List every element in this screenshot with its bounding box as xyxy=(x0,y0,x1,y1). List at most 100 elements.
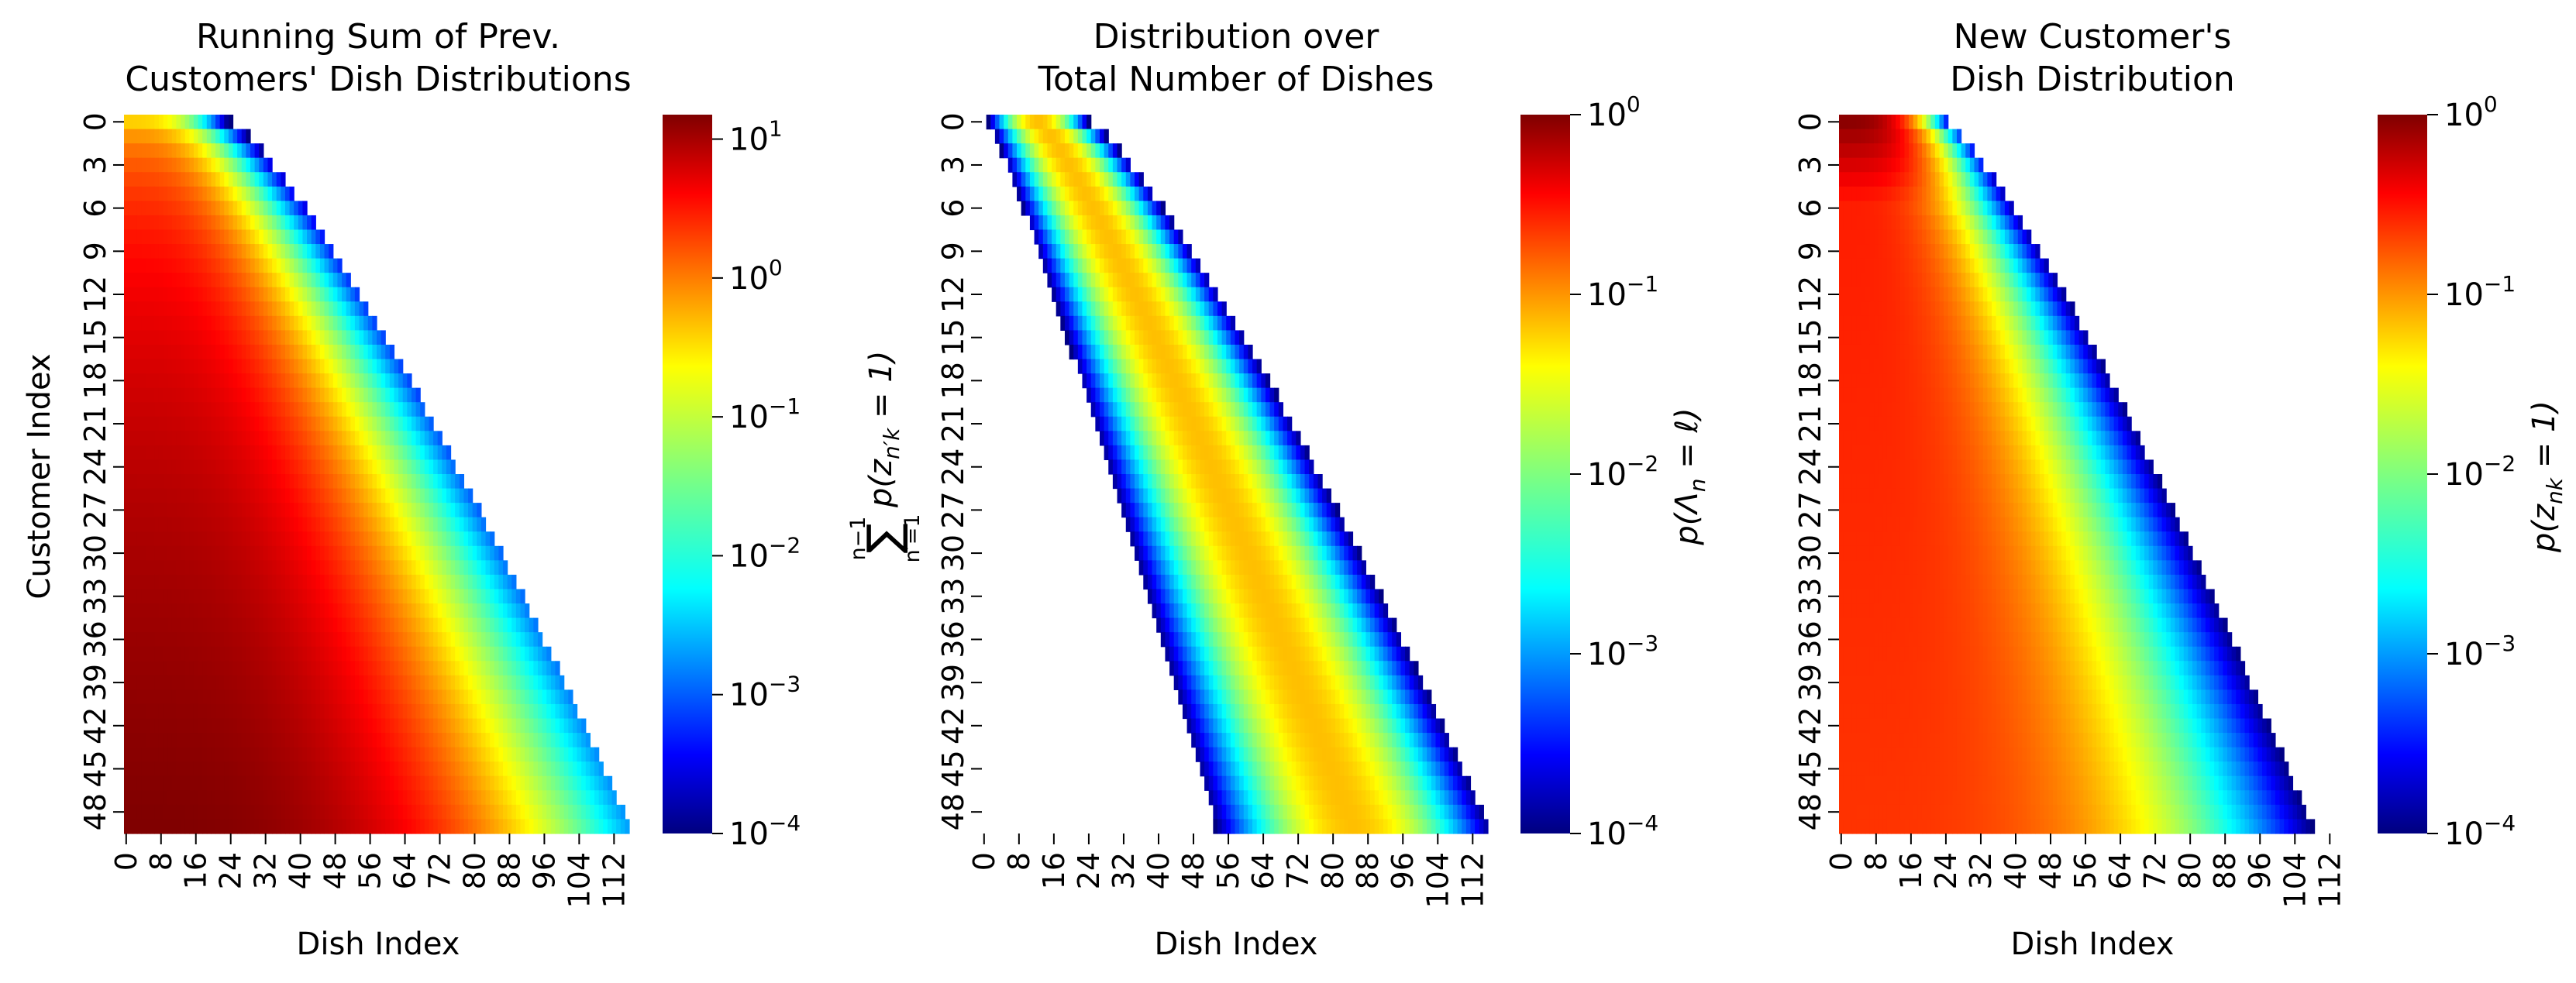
heatmap-cell xyxy=(377,804,382,820)
heatmap-cell xyxy=(150,790,155,806)
heatmap-cell xyxy=(246,201,251,216)
heatmap-cell xyxy=(398,603,404,619)
heatmap-cell xyxy=(184,229,190,245)
heatmap-cell xyxy=(136,718,143,734)
heatmap-cell xyxy=(167,143,173,159)
heatmap-cell xyxy=(189,661,195,676)
heatmap-cell xyxy=(267,617,273,633)
heatmap-cell xyxy=(163,560,168,576)
heatmap-cell xyxy=(294,531,299,547)
heatmap-cell xyxy=(563,761,569,777)
heatmap-cell xyxy=(307,574,312,590)
heatmap-cell xyxy=(394,474,399,490)
heatmap-cell xyxy=(259,244,264,259)
heatmap-cell xyxy=(198,143,203,159)
heatmap-cell xyxy=(259,761,264,777)
heatmap-cell xyxy=(215,747,221,762)
heatmap-cell xyxy=(1230,431,1236,446)
heatmap-cell xyxy=(1147,258,1153,273)
heatmap-cell xyxy=(463,819,469,834)
heatmap-cell xyxy=(154,661,160,676)
heatmap-cell xyxy=(124,531,129,547)
heatmap-cell xyxy=(141,488,146,504)
heatmap-cell xyxy=(381,761,386,777)
heatmap-cell xyxy=(133,718,138,734)
heatmap-cell xyxy=(424,733,430,748)
heatmap-cell xyxy=(224,373,229,389)
heatmap-cell xyxy=(241,603,246,619)
heatmap-cell xyxy=(311,574,316,590)
heatmap-cell xyxy=(402,775,408,791)
heatmap-cell xyxy=(181,718,186,734)
heatmap-cell xyxy=(324,344,329,360)
heatmap-cell xyxy=(367,517,373,532)
heatmap-cell xyxy=(367,545,373,561)
heatmap-cell xyxy=(211,416,216,431)
heatmap-cell xyxy=(437,459,443,475)
heatmap-cell xyxy=(215,287,221,302)
heatmap-cell xyxy=(494,617,499,633)
heatmap-cell xyxy=(332,790,339,806)
heatmap-cell xyxy=(498,675,504,690)
heatmap-cell xyxy=(402,790,408,806)
heatmap-cell xyxy=(1291,503,1297,518)
heatmap-cell xyxy=(272,359,277,374)
heatmap-cell xyxy=(289,574,294,590)
panel-1-y-axis-label: Customer Index xyxy=(22,353,57,599)
heatmap-cell xyxy=(176,301,181,317)
heatmap-cell xyxy=(224,416,229,431)
heatmap-cell xyxy=(289,675,294,690)
heatmap-cell xyxy=(141,186,146,201)
heatmap-cell xyxy=(1204,517,1210,532)
heatmap-cell xyxy=(211,387,216,403)
heatmap-cell xyxy=(507,574,512,590)
heatmap-cell xyxy=(485,790,491,806)
heatmap-cell xyxy=(272,287,277,302)
heatmap-cell xyxy=(394,790,399,806)
heatmap-cell xyxy=(136,344,143,360)
heatmap-cell xyxy=(337,775,343,791)
heatmap-cell xyxy=(420,747,425,762)
heatmap-cell xyxy=(1296,445,1301,461)
heatmap-cell xyxy=(289,301,294,317)
heatmap-cell xyxy=(520,733,525,748)
heatmap-cell xyxy=(359,517,364,532)
heatmap-cell xyxy=(241,747,246,762)
heatmap-cell xyxy=(385,560,391,576)
heatmap-cell xyxy=(1135,258,1140,273)
heatmap-cell xyxy=(311,258,316,273)
heatmap-cell xyxy=(1017,172,1022,187)
heatmap-cell xyxy=(171,675,177,690)
heatmap-cell xyxy=(346,287,351,302)
heatmap-cell xyxy=(1138,344,1144,360)
heatmap-cell xyxy=(550,747,556,762)
heatmap-cell xyxy=(272,661,277,676)
heatmap-cell xyxy=(446,661,452,676)
heatmap-cell xyxy=(402,661,408,676)
heatmap-cell xyxy=(294,215,299,231)
heatmap-cell xyxy=(455,488,460,504)
heatmap-cell xyxy=(254,229,260,245)
heatmap-cell xyxy=(372,819,377,834)
heatmap-cell xyxy=(1269,459,1275,475)
heatmap-cell xyxy=(1165,503,1170,518)
heatmap-cell xyxy=(1130,402,1135,418)
heatmap-cell xyxy=(415,431,421,446)
heatmap-cell xyxy=(232,344,238,360)
heatmap-cell xyxy=(1317,488,1323,504)
heatmap-cell xyxy=(446,474,452,490)
heatmap-cell xyxy=(198,574,203,590)
heatmap-cell xyxy=(429,790,434,806)
heatmap-cell xyxy=(442,574,447,590)
heatmap-cell xyxy=(511,703,517,720)
heatmap-cell xyxy=(415,459,421,475)
heatmap-cell xyxy=(472,790,477,806)
heatmap-cell xyxy=(1317,517,1323,532)
heatmap-cell xyxy=(128,287,133,302)
x-tick-label: 80 xyxy=(457,852,491,889)
heatmap-cell xyxy=(228,359,234,374)
heatmap-cell xyxy=(572,804,578,820)
heatmap-cell xyxy=(503,589,508,604)
heatmap-cell xyxy=(294,402,299,418)
heatmap-cell xyxy=(141,431,146,446)
